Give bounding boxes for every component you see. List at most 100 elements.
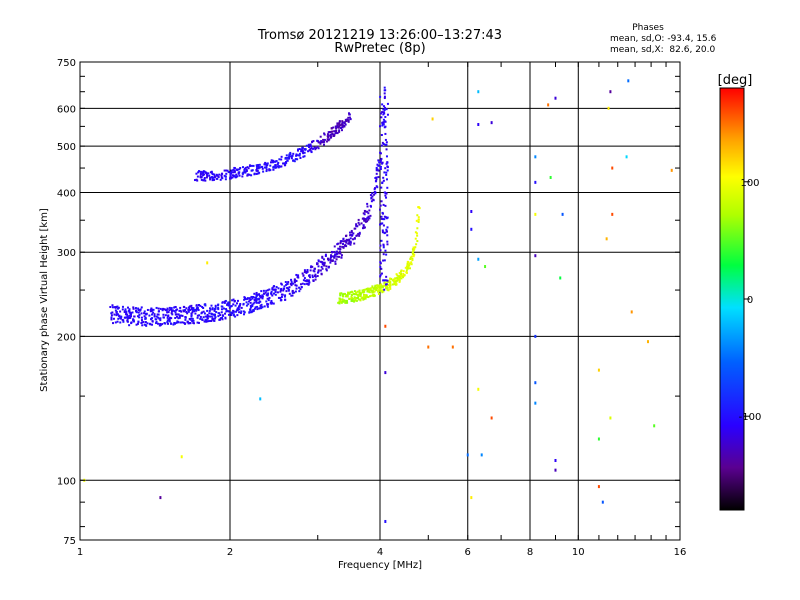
data-point (361, 291, 364, 294)
data-point (200, 318, 203, 321)
data-point (345, 245, 348, 248)
data-point (344, 240, 347, 243)
data-point (206, 315, 209, 318)
data-point (255, 296, 258, 299)
data-point (393, 280, 396, 283)
data-point (247, 167, 250, 170)
data-point (373, 190, 376, 193)
data-point (140, 319, 143, 322)
data-point (342, 240, 345, 243)
data-point (124, 313, 127, 316)
data-point (243, 170, 246, 173)
data-point (400, 269, 403, 272)
data-point (371, 195, 374, 198)
data-point (311, 274, 314, 277)
data-point (231, 176, 234, 179)
data-point (256, 305, 259, 308)
data-point (236, 307, 239, 310)
data-point (381, 231, 384, 234)
data-point (135, 323, 138, 326)
isolated-point (601, 500, 604, 504)
data-point (398, 280, 401, 283)
data-point (264, 161, 267, 164)
data-point (261, 297, 264, 300)
data-point (238, 174, 241, 177)
data-point (266, 297, 269, 300)
data-point (223, 300, 226, 303)
data-point (412, 249, 415, 252)
data-point (176, 308, 179, 311)
data-point (210, 319, 213, 322)
data-point (157, 313, 160, 316)
data-point (259, 304, 262, 307)
data-point (317, 147, 320, 150)
data-point (126, 320, 129, 323)
data-point (289, 153, 292, 156)
colorbar-tick-label: 100 (740, 178, 759, 189)
data-point (314, 273, 317, 276)
data-point (347, 120, 350, 123)
data-point (284, 281, 287, 284)
data-point (298, 154, 301, 157)
data-point (384, 116, 387, 119)
data-point (226, 302, 229, 305)
data-point (301, 146, 304, 149)
y-tick-label: 300 (57, 248, 76, 259)
data-point (306, 279, 309, 282)
data-point (360, 222, 363, 225)
data-point (381, 182, 384, 185)
data-point (144, 317, 147, 320)
data-point (179, 306, 182, 309)
data-point (221, 318, 224, 321)
data-point (373, 290, 376, 293)
data-point (278, 158, 281, 161)
data-point (204, 315, 207, 318)
data-point (219, 314, 222, 317)
data-point (204, 304, 207, 307)
x-axis-label: Frequency [MHz] (338, 560, 422, 571)
data-point (274, 164, 277, 167)
data-point (387, 289, 390, 292)
data-point (382, 123, 385, 126)
isolated-point (554, 468, 557, 472)
stats-line-o: mean, sd,O: -93.4, 15.6 (610, 34, 717, 44)
data-point (208, 312, 211, 315)
data-point (382, 218, 385, 221)
data-point (363, 290, 366, 293)
data-point (176, 321, 179, 324)
data-point (384, 194, 387, 197)
data-point (340, 127, 343, 130)
data-point (367, 218, 370, 221)
data-point (262, 289, 265, 292)
data-point (250, 164, 253, 167)
data-point (155, 306, 158, 309)
data-point (210, 313, 213, 316)
data-point (270, 302, 273, 305)
data-point (383, 109, 386, 112)
isolated-point (607, 106, 610, 110)
data-point (336, 124, 339, 127)
data-point (191, 309, 194, 312)
data-point (337, 247, 340, 250)
data-point (196, 307, 199, 310)
data-point (227, 171, 230, 174)
data-point (327, 259, 330, 262)
data-point (255, 301, 258, 304)
data-point (124, 316, 127, 319)
data-point (185, 310, 188, 313)
isolated-point (490, 416, 493, 420)
data-point (208, 174, 211, 177)
data-point (372, 287, 375, 290)
data-point (386, 166, 389, 169)
data-point (385, 178, 388, 181)
data-point (375, 286, 378, 289)
data-point (157, 316, 160, 319)
data-point (265, 289, 268, 292)
data-point (327, 131, 330, 134)
data-point (252, 295, 255, 298)
data-point (367, 289, 370, 292)
data-point (255, 164, 258, 167)
data-point (338, 250, 341, 253)
isolated-point (559, 276, 562, 280)
data-point (255, 165, 258, 168)
